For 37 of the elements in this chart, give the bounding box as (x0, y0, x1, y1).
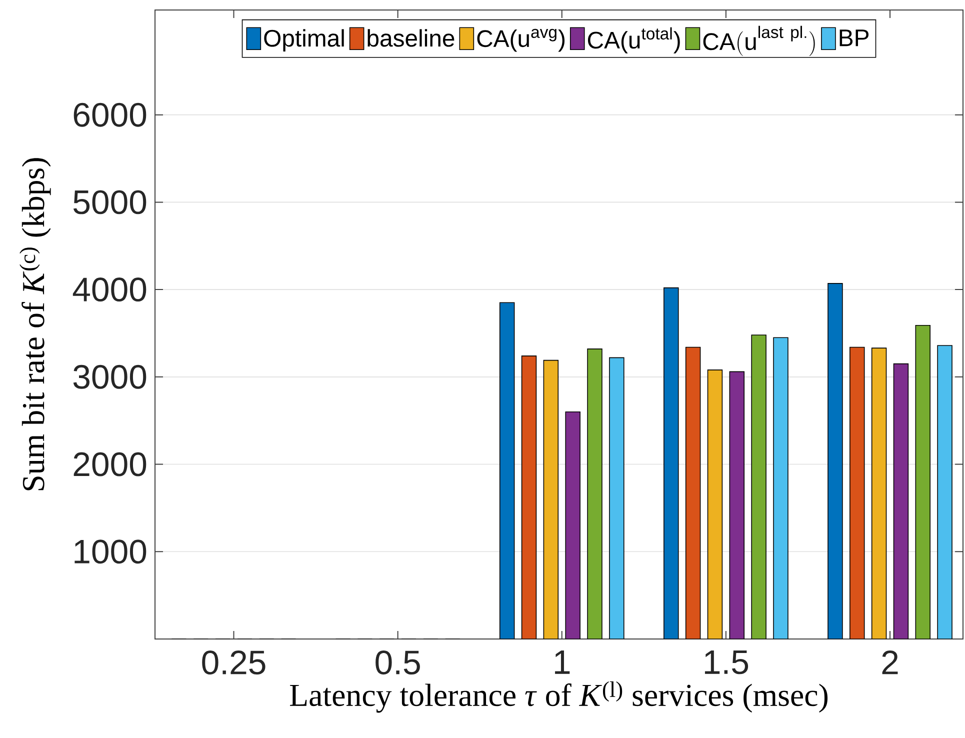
bar (828, 283, 843, 639)
x-tick-label: 2 (882, 650, 898, 674)
bar (729, 371, 745, 639)
bar (587, 348, 602, 639)
bar (664, 287, 679, 639)
legend-label: CA(u$^{avg}$) (477, 28, 564, 52)
bar (521, 356, 537, 639)
bar (893, 363, 909, 639)
x-tick-label: 0.5 (376, 650, 420, 674)
legend-label: BP (840, 30, 868, 46)
legend-label: baseline (368, 29, 454, 47)
x-tick-label: 1 (555, 650, 570, 674)
y-tick-label: 3000 (73, 364, 146, 389)
legend-label: $\mathrm{CA(u}^{\mathrm{last\ pl.}}\mathrm{)}$ (703, 26, 815, 56)
y-axis-title: Sum bit rate of K$^{(c)}$ (kbps) (20, 158, 51, 490)
legend-label: Optimal (264, 29, 344, 52)
bar (871, 348, 887, 639)
bar (773, 337, 788, 639)
bar (685, 346, 701, 639)
y-tick-label: 6000 (74, 102, 146, 127)
bar (609, 357, 624, 639)
bar (937, 345, 952, 639)
x-axis-title: Latency tolerance τ of K$^{(l)}$ services (msec) (290, 681, 828, 713)
bar (565, 411, 580, 639)
y-tick-label: 1000 (74, 540, 146, 564)
bar (915, 324, 930, 639)
x-tick-label: 1.5 (704, 650, 748, 674)
y-tick-label: 2000 (74, 452, 146, 476)
bar (499, 302, 515, 639)
legend-label: CA(u$^{total}$) (588, 27, 680, 54)
bar (707, 370, 723, 639)
bar (850, 346, 865, 639)
y-tick-label: 4000 (72, 278, 146, 302)
bar (751, 334, 766, 639)
y-tick-label: 5000 (73, 190, 146, 214)
x-tick-label: 0.25 (202, 650, 266, 674)
bar (543, 360, 559, 639)
